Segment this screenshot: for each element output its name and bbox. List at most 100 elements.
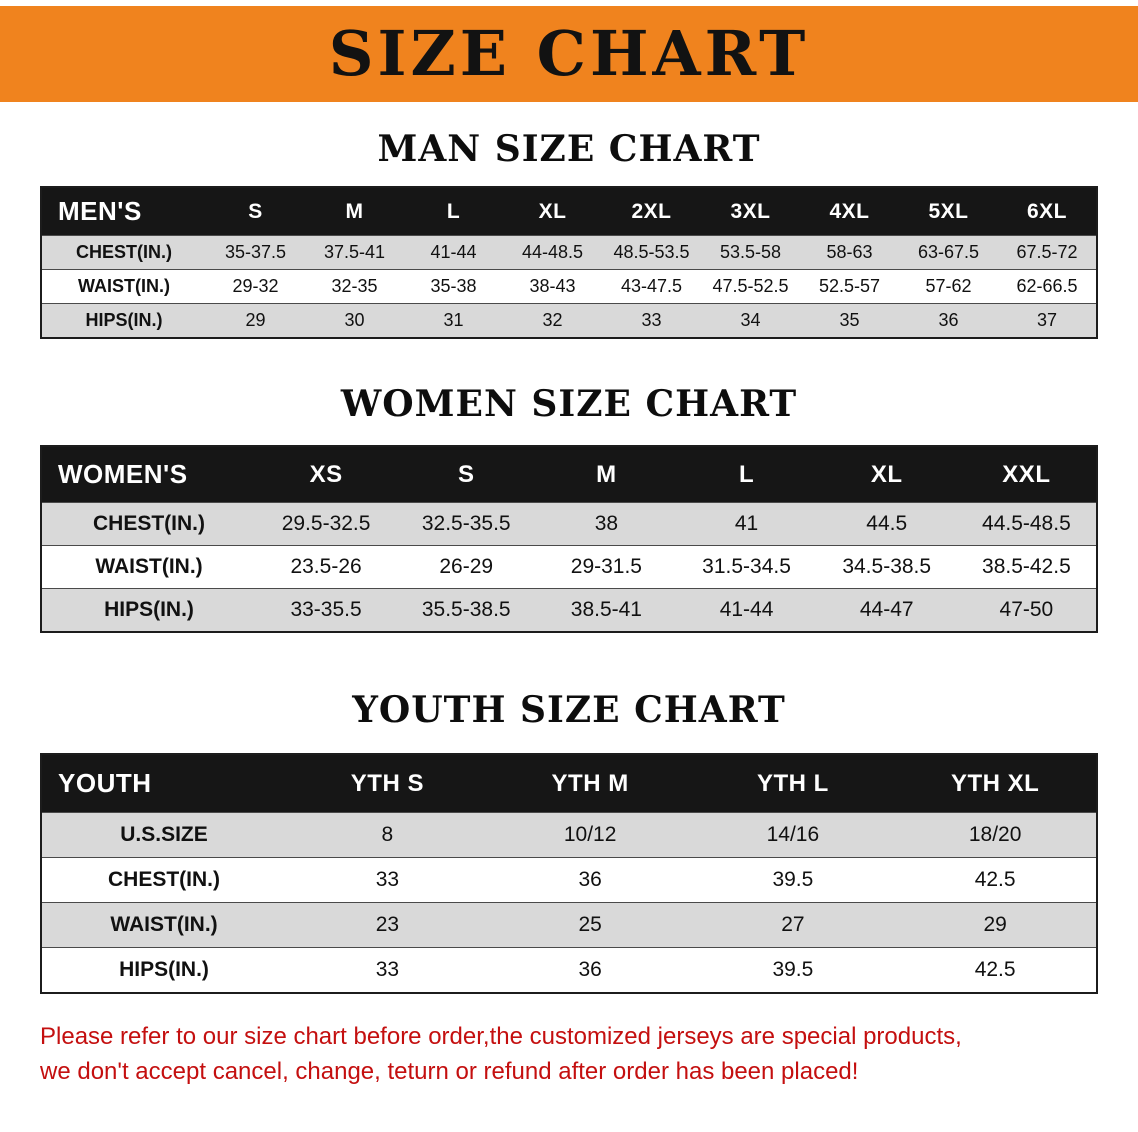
men-column-header: 5XL	[899, 187, 998, 236]
row-label: CHEST(IN.)	[76, 242, 172, 262]
women-size-table: WOMEN'S XS S M L XL XXL CHEST(IN.) 29.5-32.5 32.5…	[40, 445, 1098, 633]
size-value: 25	[578, 913, 602, 936]
size-value: 47.5-52.5	[712, 276, 789, 296]
size-value: 36	[578, 868, 602, 891]
size-value: 41-44	[430, 242, 477, 262]
size-value: 41	[734, 512, 759, 535]
size-value: 44-48.5	[521, 242, 584, 262]
men-header-label: MEN'S	[41, 187, 206, 236]
size-value: 38-43	[529, 276, 576, 296]
women-column-header: M	[536, 446, 677, 503]
size-value: 31	[443, 310, 464, 330]
youth-column-header: YTH M	[488, 754, 692, 813]
youth-column-header: YTH XL	[894, 754, 1097, 813]
size-value: 30	[344, 310, 365, 330]
size-value: 52.5-57	[818, 276, 881, 296]
size-value: 62-66.5	[1016, 276, 1078, 296]
size-value: 32.5-35.5	[421, 512, 511, 535]
youth-header-label: YOUTH	[41, 754, 286, 813]
women-column-header: S	[396, 446, 537, 503]
size-value: 53.5-58	[719, 242, 782, 262]
table-row: CHEST(IN.) 35-37.5 37.5-41 41-44 44-48.5 48.5…	[41, 235, 1097, 270]
men-column-header: M	[305, 187, 404, 236]
banner-title: SIZE CHART	[328, 17, 810, 90]
women-column-header: XS	[256, 446, 397, 503]
row-label: WAIST(IN.)	[110, 913, 218, 936]
women-header-row: WOMEN'S XS S M L XL XXL	[41, 446, 1097, 503]
size-value: 37	[1036, 310, 1058, 330]
size-value: 38.5-41	[570, 598, 642, 621]
size-value: 35	[839, 310, 860, 330]
men-header-row: MEN'S S M L XL 2XL 3XL 4XL 5XL 6XL	[41, 187, 1097, 236]
section-title-youth: YOUTH SIZE CHART	[352, 689, 786, 731]
men-column-header: S	[206, 187, 305, 236]
youth-column-header: YTH S	[286, 754, 489, 813]
women-column-header: XL	[816, 446, 957, 503]
size-chart-banner: SIZE CHART	[0, 6, 1138, 102]
size-value: 48.5-53.5	[613, 242, 690, 262]
size-value: 14/16	[766, 823, 820, 846]
men-column-header: 3XL	[701, 187, 800, 236]
size-value: 18/20	[968, 823, 1022, 846]
size-value: 41-44	[719, 598, 774, 621]
row-label: WAIST(IN.)	[95, 555, 203, 578]
table-row: CHEST(IN.) 33 36 39.5 42.5	[41, 857, 1097, 903]
size-chart-sections: MAN SIZE CHART MEN'S S M L XL 2XL 3XL 4XL 5XL 6XL C…	[0, 128, 1138, 994]
section-title-women: WOMEN SIZE CHART	[340, 383, 798, 425]
men-column-header: XL	[503, 187, 602, 236]
table-row: WAIST(IN.) 23 25 27 29	[41, 902, 1097, 948]
size-value: 31.5-34.5	[702, 555, 791, 578]
size-value: 58-63	[826, 242, 873, 262]
size-value: 38.5-42.5	[982, 555, 1071, 578]
men-column-header: 6XL	[998, 187, 1097, 236]
size-value: 44.5	[866, 512, 908, 535]
size-value: 10/12	[563, 823, 617, 846]
size-value: 36	[578, 958, 602, 981]
size-value: 29-32	[232, 276, 279, 296]
table-row: HIPS(IN.) 33 36 39.5 42.5	[41, 947, 1097, 993]
size-value: 39.5	[772, 868, 814, 891]
size-value: 26-29	[439, 555, 494, 578]
women-column-header: L	[676, 446, 817, 503]
youth-column-header: YTH L	[691, 754, 895, 813]
size-value: 35.5-38.5	[421, 598, 511, 621]
size-value: 33-35.5	[290, 598, 362, 621]
men-column-header: 4XL	[800, 187, 899, 236]
size-value: 8	[381, 823, 394, 846]
size-value: 23	[375, 913, 400, 936]
section-title-men: MAN SIZE CHART	[377, 128, 761, 170]
size-value: 29	[245, 310, 266, 330]
row-label: CHEST(IN.)	[93, 512, 205, 535]
size-value: 42.5	[974, 958, 1016, 981]
size-value: 37.5-41	[323, 242, 386, 262]
men-column-header: 2XL	[602, 187, 701, 236]
youth-header-row: YOUTH YTH S YTH M YTH L YTH XL	[41, 754, 1097, 813]
size-value: 67.5-72	[1016, 242, 1078, 262]
size-value: 32	[542, 310, 563, 330]
youth-size-table-wrap: YOUTH YTH S YTH M YTH L YTH XL U.S.SIZE 8 10/12…	[0, 753, 1138, 994]
table-row: WAIST(IN.) 23.5-26 26-29 29-31.5 31.5-34.5 34…	[41, 545, 1097, 589]
size-value: 35-38	[430, 276, 477, 296]
size-value: 34	[740, 310, 761, 330]
table-row: WAIST(IN.) 29-32 32-35 35-38 38-43 43-47.5 47.…	[41, 269, 1097, 304]
size-value: 32-35	[331, 276, 378, 296]
size-value: 43-47.5	[620, 276, 683, 296]
men-size-table-wrap: MEN'S S M L XL 2XL 3XL 4XL 5XL 6XL CHEST(IN.) 35-37…	[0, 186, 1138, 339]
footer-line-1: Please refer to our size chart before or…	[40, 1023, 962, 1050]
men-size-table: MEN'S S M L XL 2XL 3XL 4XL 5XL 6XL CHEST(IN.) 35-37…	[40, 186, 1098, 339]
row-label: HIPS(IN.)	[85, 310, 163, 330]
footer-note: Please refer to our size chart before or…	[40, 1020, 1138, 1090]
size-value: 29	[983, 913, 1007, 936]
size-value: 57-62	[925, 276, 972, 296]
size-value: 44-47	[859, 598, 914, 621]
size-value: 63-67.5	[917, 242, 980, 262]
youth-size-table: YOUTH YTH S YTH M YTH L YTH XL U.S.SIZE 8 10/12…	[40, 753, 1098, 994]
size-value: 33	[641, 310, 662, 330]
size-value: 39.5	[772, 958, 814, 981]
men-column-header: L	[404, 187, 503, 236]
table-row: HIPS(IN.) 33-35.5 35.5-38.5 38.5-41 41-44 44-…	[41, 588, 1097, 632]
women-column-header: XXL	[956, 446, 1097, 503]
size-value: 42.5	[974, 868, 1016, 891]
row-label: CHEST(IN.)	[108, 868, 220, 891]
